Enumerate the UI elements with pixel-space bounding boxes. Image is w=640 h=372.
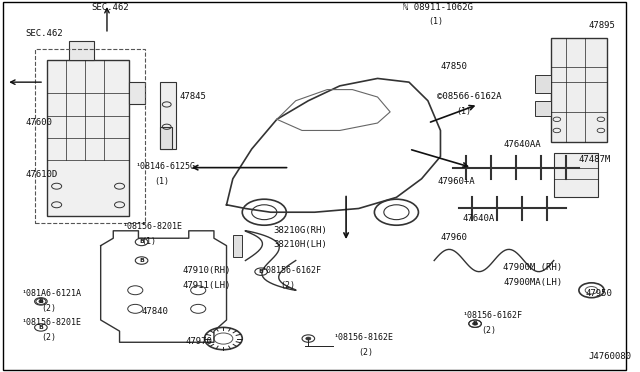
Text: (2): (2) [41, 304, 56, 312]
Text: (1): (1) [141, 237, 157, 246]
Circle shape [306, 337, 311, 340]
Bar [161, 127, 172, 149]
Text: B: B [472, 321, 477, 326]
Text: J4760080: J4760080 [588, 352, 631, 361]
Text: ¹081A6-6121A: ¹081A6-6121A [22, 289, 82, 298]
Text: B: B [139, 240, 144, 244]
Circle shape [39, 300, 43, 302]
Text: 47960+A: 47960+A [437, 177, 475, 186]
Text: 47900MA(LH): 47900MA(LH) [504, 278, 563, 286]
Text: 47970: 47970 [186, 337, 212, 346]
Bar [550, 38, 607, 142]
Bar [535, 101, 550, 116]
Text: SEC.462: SEC.462 [25, 29, 63, 38]
Text: B: B [139, 258, 144, 263]
Text: 47487M: 47487M [579, 155, 611, 164]
Text: (1): (1) [154, 177, 169, 186]
Text: 47900M (RH): 47900M (RH) [504, 263, 563, 272]
Circle shape [472, 322, 477, 325]
Text: (1): (1) [428, 17, 443, 26]
Text: ¹08156-8162E: ¹08156-8162E [333, 333, 394, 342]
Bar [129, 82, 145, 105]
Text: 47960: 47960 [440, 233, 467, 242]
Text: ¹08156-6162F: ¹08156-6162F [261, 266, 321, 275]
Text: ©08566-6162A: ©08566-6162A [437, 92, 502, 101]
Text: ¹08156-6162F: ¹08156-6162F [463, 311, 522, 320]
Bar [35, 49, 145, 223]
Text: 47600: 47600 [25, 118, 52, 127]
Text: B: B [38, 325, 44, 330]
Bar [554, 153, 598, 198]
Text: 47640AA: 47640AA [504, 140, 541, 149]
Text: (2): (2) [41, 333, 56, 342]
Text: (2): (2) [280, 281, 295, 290]
Text: 47895: 47895 [588, 21, 615, 30]
Text: 47610D: 47610D [25, 170, 58, 179]
Text: B: B [38, 299, 44, 304]
Text: (2): (2) [481, 326, 497, 335]
Text: (1): (1) [456, 107, 471, 116]
Text: ℕ 08911-1062G: ℕ 08911-1062G [403, 3, 472, 12]
Text: 47640A: 47640A [463, 214, 495, 223]
Text: (2): (2) [358, 348, 374, 357]
Text: 47845: 47845 [179, 92, 206, 101]
Bar [233, 234, 243, 257]
Text: 47911(LH): 47911(LH) [182, 281, 231, 290]
Text: 47950: 47950 [585, 289, 612, 298]
Text: SEC.462: SEC.462 [92, 3, 129, 12]
Text: 38210H(LH): 38210H(LH) [274, 240, 328, 249]
Text: 47850: 47850 [440, 62, 467, 71]
Text: B: B [259, 269, 264, 274]
Text: 47840: 47840 [141, 307, 168, 316]
Text: ¹08156-8201E: ¹08156-8201E [22, 318, 82, 327]
Bar [47, 60, 129, 216]
Bar [161, 82, 176, 149]
Text: 38210G(RH): 38210G(RH) [274, 225, 328, 234]
Bar [69, 41, 94, 60]
Text: 47910(RH): 47910(RH) [182, 266, 231, 275]
Text: ¹08156-8201E: ¹08156-8201E [123, 222, 182, 231]
Text: ¹08146-6125G: ¹08146-6125G [135, 162, 195, 171]
Bar [535, 75, 550, 93]
